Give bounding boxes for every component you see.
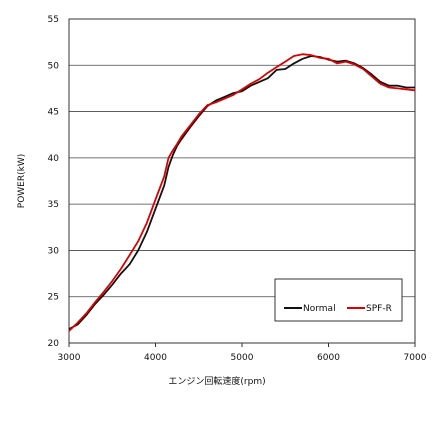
x-tick-label: 5000 bbox=[231, 353, 254, 363]
grid-lines bbox=[69, 18, 415, 344]
legend-box bbox=[274, 278, 403, 322]
legend: Normal SPF-R bbox=[274, 278, 403, 322]
y-tick-label: 40 bbox=[48, 154, 60, 164]
y-tick-label: 25 bbox=[48, 293, 59, 303]
legend-label-spf-r: SPF-R bbox=[366, 304, 392, 314]
series-line-normal bbox=[68, 55, 415, 330]
y-tick-label: 50 bbox=[48, 61, 60, 71]
x-tick-label: 7000 bbox=[404, 353, 427, 363]
y-tick-label: 35 bbox=[48, 200, 59, 210]
x-axis-ticks: 3000 4000 5000 6000 7000 bbox=[58, 343, 427, 363]
series-line-spf-r bbox=[68, 53, 416, 332]
y-tick-label: 20 bbox=[48, 339, 60, 349]
x-axis-title: エンジン回転速度(rpm) bbox=[168, 375, 265, 387]
y-axis-title: POWER(kW) bbox=[17, 154, 27, 208]
legend-label-normal: Normal bbox=[303, 304, 336, 314]
x-tick-label: 6000 bbox=[317, 353, 340, 363]
y-tick-label: 55 bbox=[48, 15, 59, 25]
series-lines bbox=[68, 53, 416, 332]
y-tick-label: 45 bbox=[48, 108, 59, 118]
y-axis-ticks: 20 25 30 35 40 45 50 55 bbox=[48, 15, 60, 349]
x-tick-label: 4000 bbox=[144, 353, 167, 363]
y-tick-label: 30 bbox=[48, 246, 60, 256]
x-tick-label: 3000 bbox=[58, 353, 81, 363]
